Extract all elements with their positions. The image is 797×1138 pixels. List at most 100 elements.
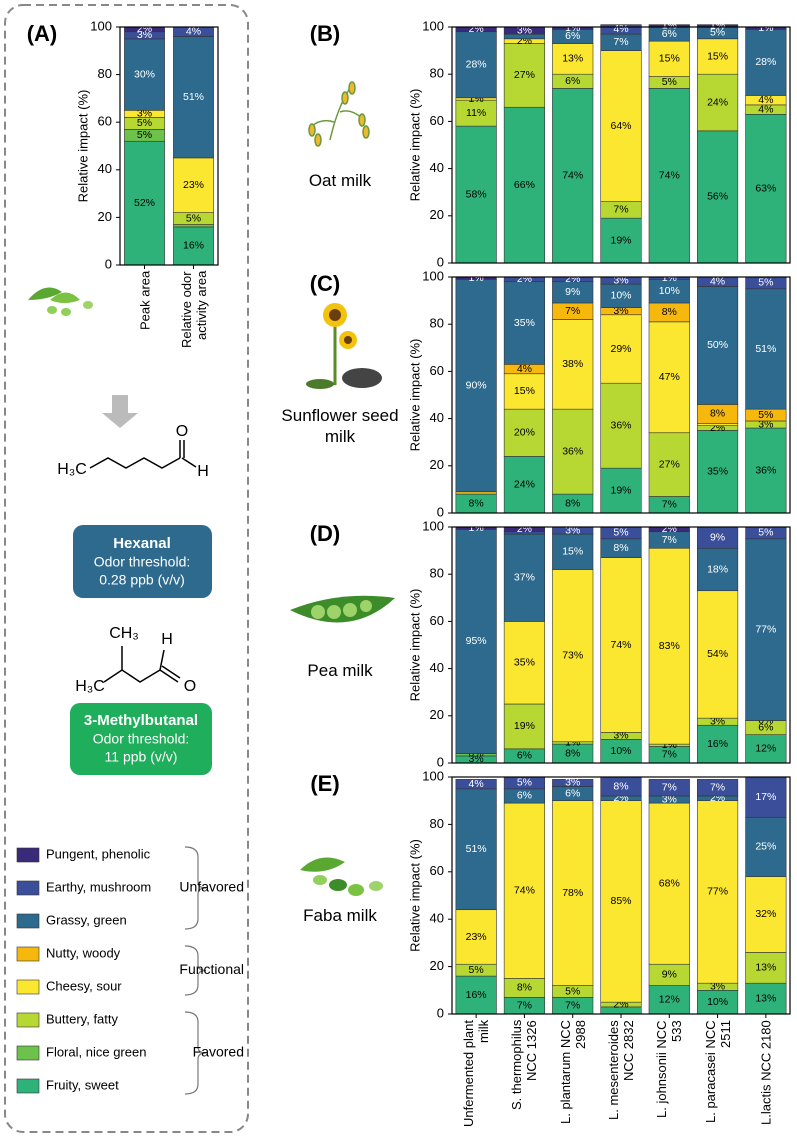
bar-segment: [552, 43, 594, 75]
value-label: 5%: [137, 129, 152, 141]
value-label: 4%: [758, 103, 773, 115]
y-axis-label: Relative impact (%): [407, 589, 422, 702]
value-label: 20%: [514, 427, 535, 439]
value-label: 1%: [565, 22, 580, 34]
value-label: 74%: [562, 169, 583, 181]
bar-segment: [745, 734, 787, 764]
value-label: 77%: [707, 886, 728, 898]
value-label: 13%: [755, 992, 776, 1004]
bar-segment: [648, 547, 690, 745]
x-tick-label: L. johnsonii NCC 533: [654, 1020, 685, 1118]
bond: [161, 665, 181, 679]
value-label: 10%: [659, 285, 680, 297]
value-label: 13%: [562, 53, 583, 65]
bond: [103, 669, 161, 683]
value-label: 52%: [134, 197, 155, 209]
bar-segment: [173, 157, 214, 213]
bar-segment: [600, 557, 642, 733]
y-axis-label: Relative impact (%): [407, 839, 422, 952]
bar-segment: [124, 38, 165, 111]
value-label: 90%: [466, 379, 487, 391]
value-label: 47%: [659, 371, 680, 383]
y-tick-label: 80: [430, 316, 444, 331]
atom: O: [176, 423, 188, 440]
legend-group: Favored: [193, 1044, 244, 1060]
value-label: 3%: [710, 715, 725, 727]
y-tick-label: 100: [422, 518, 444, 533]
panel-label: (C): [310, 271, 341, 296]
y-axis-label: Relative impact (%): [75, 90, 90, 203]
legend-brace: [184, 1011, 207, 1095]
legend-swatch: [16, 913, 40, 929]
value-label: 8%: [613, 780, 628, 792]
plot-frame: [451, 26, 791, 264]
panel-label: (D): [310, 521, 341, 546]
y-tick-label: 40: [430, 911, 444, 926]
value-label: 8%: [565, 747, 580, 759]
bar-segment: [552, 408, 594, 495]
bar-segment: [648, 40, 690, 77]
bar-segment: [696, 724, 739, 764]
value-label: 3%: [469, 753, 484, 765]
y-tick-label: 20: [430, 457, 444, 472]
value-label: 5%: [758, 277, 773, 289]
legend-brace: [184, 846, 207, 930]
x-tick-label: Unfermented plant milk: [461, 1020, 492, 1127]
bar-segment: [696, 286, 739, 405]
value-label: 4%: [186, 26, 201, 38]
bar-segment: [503, 373, 546, 410]
x-tick-label: L. paracasei NCC 2511: [702, 1020, 733, 1123]
legend-label: Grassy, green: [46, 912, 127, 927]
bar-segment: [503, 533, 546, 622]
value-label: 1%: [662, 20, 677, 32]
bar-segment: [503, 408, 546, 457]
value-label: 18%: [707, 563, 728, 575]
x-tick-label: L. plantarum NCC 2988: [557, 1020, 588, 1125]
value-label: 5%: [137, 117, 152, 129]
value-label: 27%: [514, 69, 535, 81]
bar-segment: [648, 779, 690, 797]
legend-label: Nutty, woody: [46, 945, 121, 960]
value-label: 4%: [758, 94, 773, 106]
bar-segment: [552, 319, 594, 410]
y-tick-label: 80: [98, 66, 112, 81]
bar-segment: [696, 38, 739, 75]
bar-segment: [696, 779, 739, 797]
value-label: 5%: [469, 964, 484, 976]
bar-segment: [455, 99, 497, 127]
value-label: 4%: [613, 23, 628, 35]
value-label: 30%: [134, 68, 155, 80]
y-tick-label: 0: [437, 254, 444, 269]
value-label: 54%: [707, 648, 728, 660]
value-label: 6%: [758, 721, 773, 733]
y-tick-label: 40: [430, 660, 444, 675]
value-label: 9%: [662, 969, 677, 981]
value-label: 36%: [562, 445, 583, 457]
bar-segment: [173, 224, 214, 228]
value-label: 12%: [755, 743, 776, 755]
y-tick-label: 60: [430, 863, 444, 878]
legend-swatch: [16, 1012, 40, 1028]
pea-icon: [290, 595, 395, 623]
value-label: 9%: [565, 286, 580, 298]
value-label: 66%: [514, 179, 535, 191]
bar-segment: [455, 909, 497, 965]
y-tick-label: 40: [98, 161, 112, 176]
value-label: 11%: [466, 107, 486, 119]
value-label: 77%: [755, 623, 776, 635]
value-label: 19%: [610, 484, 631, 496]
value-label: 8%: [613, 542, 628, 554]
value-label: 51%: [466, 843, 487, 855]
value-label: 5%: [758, 527, 773, 539]
value-label: 74%: [610, 639, 631, 651]
bar-segment: [745, 982, 787, 1015]
box-text: Odor threshold:: [94, 554, 191, 570]
x-tick-label: S. thermophilus NCC 1326: [509, 1020, 540, 1111]
bar-segment: [503, 281, 546, 365]
legend-group: Unfavored: [179, 879, 244, 895]
y-tick-label: 0: [437, 504, 444, 519]
plot-frame: [451, 776, 791, 1015]
value-label: 7%: [613, 204, 628, 216]
value-label: 3%: [517, 24, 532, 36]
